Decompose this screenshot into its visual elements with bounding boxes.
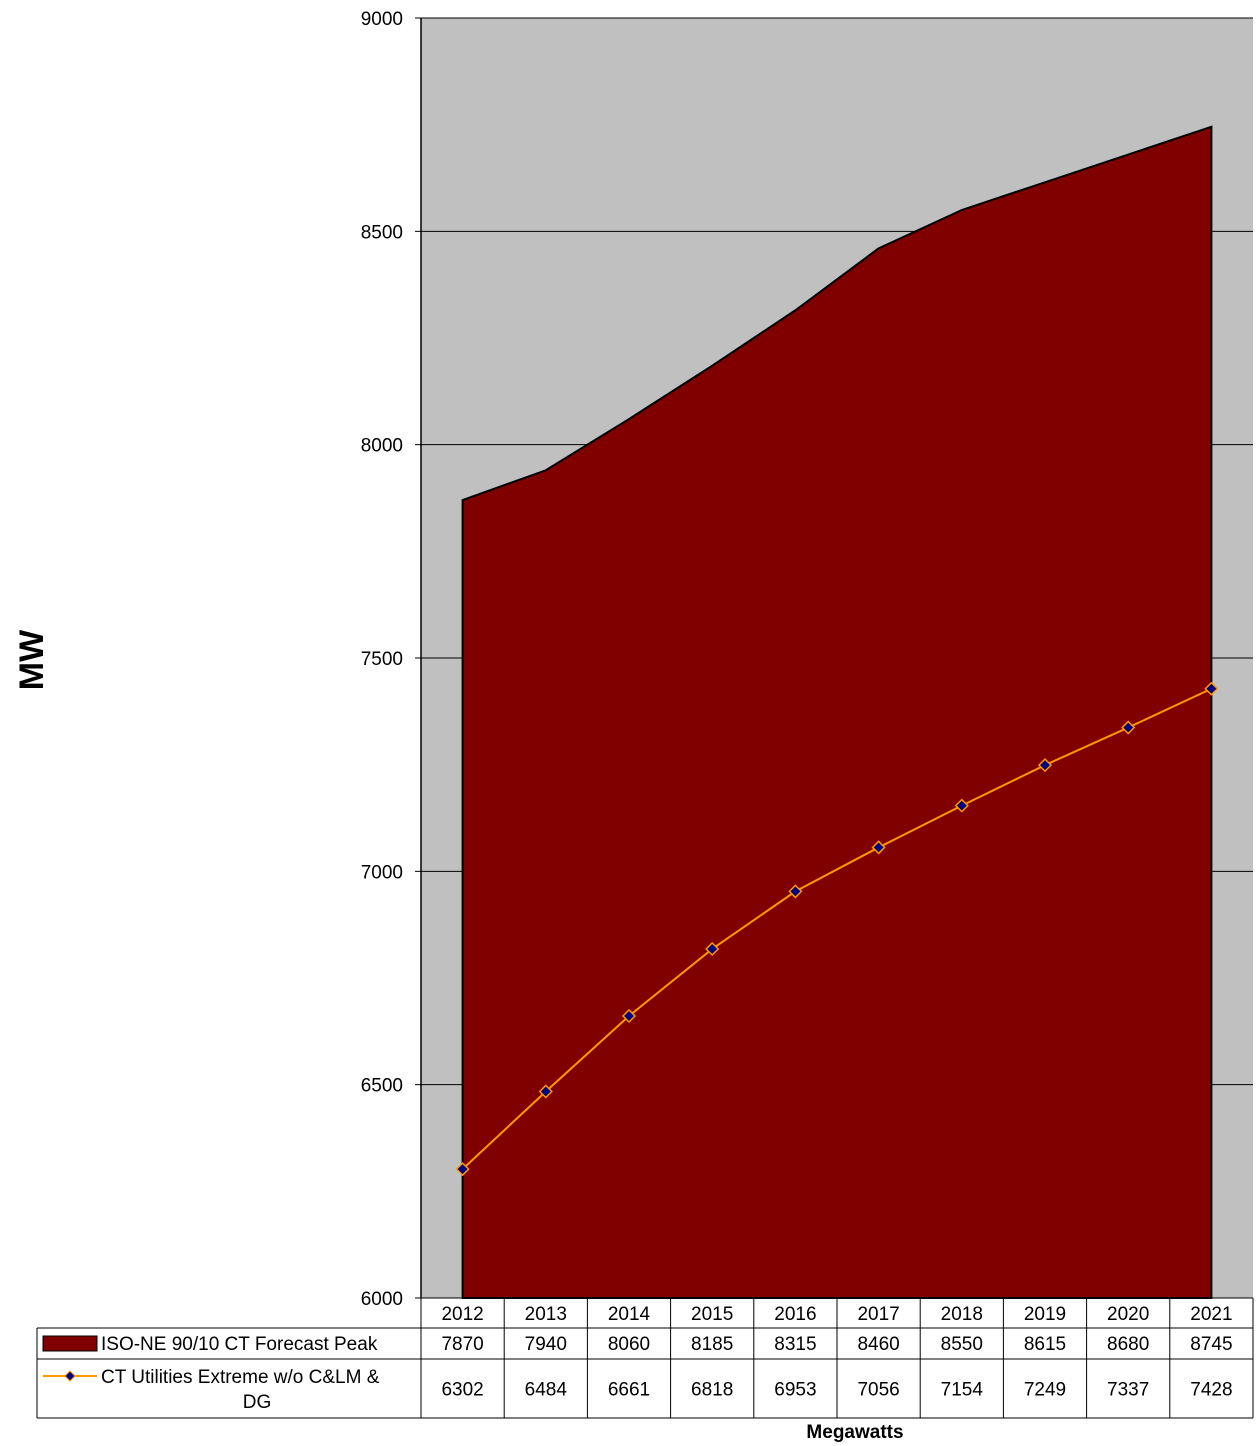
y-tick-label: 8500 — [361, 222, 403, 243]
table-value-ct-utilities: 6661 — [608, 1380, 650, 1401]
line-marker — [1204, 681, 1219, 696]
table-value-ct-utilities: 7154 — [941, 1380, 984, 1401]
line-marker — [1037, 758, 1053, 773]
y-tick-label: 6500 — [361, 1076, 403, 1097]
x-category-label: 2020 — [1107, 1304, 1149, 1325]
line-marker — [455, 1162, 470, 1177]
line-marker — [621, 1008, 637, 1024]
table-value-ct-utilities: 7249 — [1024, 1380, 1066, 1401]
table-value-forecast-peak: 8315 — [774, 1334, 816, 1355]
x-category-label: 2015 — [691, 1304, 733, 1325]
y-tick-label: 8000 — [361, 436, 403, 457]
y-tick-label: 7000 — [361, 862, 403, 883]
legend-marker — [64, 1370, 76, 1382]
y-tick-label: 7500 — [361, 649, 403, 670]
table-value-forecast-peak: 8185 — [691, 1334, 733, 1355]
x-category-label: 2021 — [1190, 1304, 1232, 1325]
legend-label-ct-utilities-line1: CT Utilities Extreme w/o C&LM & — [101, 1367, 380, 1388]
table-value-ct-utilities: 6818 — [691, 1380, 733, 1401]
table-value-ct-utilities: 7056 — [857, 1380, 899, 1401]
x-category-label: 2013 — [525, 1304, 567, 1325]
x-axis-title: Megawatts — [806, 1422, 903, 1443]
x-category-label: 2012 — [441, 1304, 483, 1325]
y-axis-ticks: 6000 6500 7000 7500 8000 8500 9000 — [361, 9, 421, 1310]
table-value-ct-utilities: 6302 — [441, 1380, 483, 1401]
table-value-ct-utilities: 6953 — [774, 1380, 816, 1401]
line-marker — [538, 1084, 553, 1099]
x-category-label: 2019 — [1024, 1304, 1066, 1325]
table-value-forecast-peak: 8460 — [857, 1334, 899, 1355]
table-value-forecast-peak: 7940 — [525, 1334, 567, 1355]
x-category-label: 2018 — [941, 1304, 983, 1325]
line-series-ct-utilities-extreme — [461, 687, 1212, 1170]
line-marker — [954, 798, 969, 813]
table-value-forecast-peak: 7870 — [441, 1334, 483, 1355]
line-marker — [1121, 720, 1136, 735]
x-category-label: 2014 — [608, 1304, 651, 1325]
table-value-ct-utilities: 7337 — [1107, 1380, 1149, 1401]
table-value-ct-utilities: 6484 — [525, 1380, 568, 1401]
table-value-forecast-peak: 8615 — [1024, 1334, 1066, 1355]
line-marker — [705, 941, 720, 957]
data-table: 2012 2013 2014 2015 2016 2017 2018 2019 2020 2021… — [36, 1298, 1254, 1419]
line-marker — [871, 840, 886, 855]
table-value-forecast-peak: 8550 — [941, 1334, 983, 1355]
line-markers — [455, 681, 1219, 1177]
y-tick-label: 9000 — [361, 9, 403, 30]
table-value-forecast-peak: 8745 — [1190, 1334, 1232, 1355]
y-tick-label: 6000 — [361, 1289, 403, 1310]
legend-swatch-forecast-peak — [42, 1335, 98, 1352]
table-value-ct-utilities: 7428 — [1190, 1380, 1232, 1401]
y-axis-title: MW — [13, 629, 51, 690]
table-value-forecast-peak: 8060 — [608, 1334, 650, 1355]
x-category-label: 2016 — [774, 1304, 816, 1325]
line-marker — [788, 884, 803, 899]
legend-label-forecast-peak: ISO-NE 90/10 CT Forecast Peak — [101, 1334, 378, 1355]
table-value-forecast-peak: 8680 — [1107, 1334, 1149, 1355]
area-series-forecast-peak — [461, 125, 1213, 1299]
legend-label-ct-utilities-line2: DG — [243, 1392, 272, 1413]
x-category-label: 2017 — [857, 1304, 899, 1325]
